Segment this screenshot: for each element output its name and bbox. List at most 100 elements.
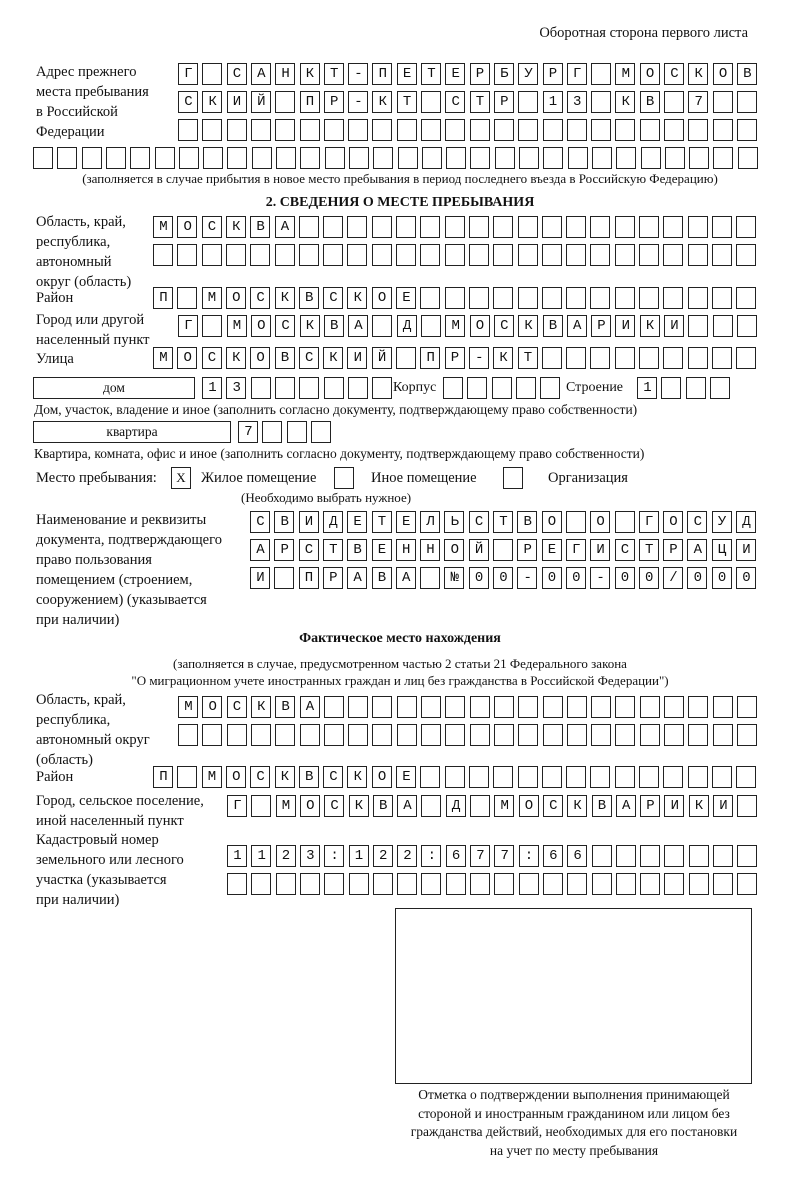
char-cell[interactable] <box>640 795 661 817</box>
char-cell[interactable] <box>591 91 612 113</box>
char-cell[interactable] <box>421 795 442 817</box>
char-cell[interactable] <box>566 216 587 238</box>
char-cell[interactable] <box>494 795 515 817</box>
char-cell[interactable] <box>493 724 514 746</box>
char-cell[interactable] <box>395 567 416 589</box>
char-cell[interactable] <box>250 347 271 369</box>
char-cell[interactable] <box>251 795 272 817</box>
char-cell[interactable] <box>420 347 441 369</box>
char-cell[interactable] <box>275 873 296 895</box>
char-cell[interactable] <box>323 119 344 141</box>
char-cell[interactable] <box>445 696 466 718</box>
char-cell[interactable] <box>566 724 587 746</box>
char-cell[interactable] <box>444 244 465 266</box>
char-cell[interactable] <box>226 377 247 399</box>
char-cell[interactable] <box>250 766 271 788</box>
char-cell[interactable] <box>130 147 151 169</box>
char-cell[interactable] <box>664 724 684 746</box>
char-cell[interactable] <box>591 63 612 85</box>
char-cell[interactable] <box>299 377 320 399</box>
char-cell[interactable] <box>347 244 368 266</box>
char-cell[interactable] <box>711 216 732 238</box>
char-cell[interactable] <box>421 147 442 169</box>
char-cell[interactable] <box>493 347 514 369</box>
char-cell[interactable] <box>57 147 78 169</box>
char-cell[interactable] <box>397 795 418 817</box>
char-cell[interactable] <box>420 539 441 561</box>
char-cell[interactable] <box>615 315 636 337</box>
char-cell[interactable] <box>567 795 588 817</box>
char-cell[interactable] <box>275 119 296 141</box>
char-cell[interactable] <box>493 511 513 533</box>
char-cell[interactable] <box>468 287 489 309</box>
char-cell[interactable] <box>310 421 331 443</box>
char-cell[interactable] <box>323 63 344 85</box>
char-cell[interactable] <box>372 119 393 141</box>
char-cell[interactable] <box>300 147 321 169</box>
char-cell[interactable] <box>712 91 733 113</box>
char-cell[interactable] <box>298 287 319 309</box>
char-cell[interactable] <box>445 119 466 141</box>
char-cell[interactable] <box>275 724 296 746</box>
char-cell[interactable] <box>711 287 732 309</box>
char-cell[interactable] <box>663 347 684 369</box>
char-cell[interactable] <box>274 539 295 561</box>
char-cell[interactable] <box>347 287 368 309</box>
char-cell[interactable] <box>542 63 563 85</box>
char-cell[interactable] <box>153 244 173 266</box>
char-cell[interactable] <box>663 766 684 788</box>
char-cell[interactable] <box>396 287 416 309</box>
char-cell[interactable] <box>469 119 490 141</box>
char-cell[interactable] <box>590 511 611 533</box>
char-cell[interactable] <box>322 539 343 561</box>
char-cell[interactable] <box>444 567 465 589</box>
char-cell[interactable] <box>688 795 709 817</box>
char-cell[interactable] <box>468 511 489 533</box>
char-cell[interactable] <box>515 377 536 399</box>
char-cell[interactable] <box>493 766 514 788</box>
char-cell[interactable] <box>590 539 611 561</box>
char-cell[interactable] <box>518 119 539 141</box>
char-cell[interactable] <box>226 119 247 141</box>
char-cell[interactable] <box>661 377 682 399</box>
char-cell[interactable] <box>591 724 612 746</box>
char-cell[interactable] <box>493 315 514 337</box>
char-cell[interactable] <box>493 244 514 266</box>
char-cell[interactable] <box>177 244 198 266</box>
char-cell[interactable] <box>614 244 635 266</box>
char-cell[interactable] <box>687 244 708 266</box>
char-cell[interactable] <box>663 511 684 533</box>
char-cell[interactable] <box>736 216 757 238</box>
char-cell[interactable] <box>518 724 539 746</box>
char-cell[interactable] <box>153 347 173 369</box>
char-cell[interactable] <box>712 696 733 718</box>
char-cell[interactable] <box>468 347 489 369</box>
char-cell[interactable] <box>202 91 223 113</box>
char-cell[interactable] <box>614 287 635 309</box>
char-cell[interactable] <box>736 539 756 561</box>
char-cell[interactable] <box>711 511 732 533</box>
char-cell[interactable] <box>275 795 296 817</box>
char-cell[interactable] <box>639 315 660 337</box>
char-cell[interactable] <box>444 539 465 561</box>
char-cell[interactable] <box>421 696 441 718</box>
char-cell[interactable] <box>687 216 708 238</box>
char-cell[interactable] <box>299 119 320 141</box>
char-cell[interactable] <box>443 377 463 399</box>
char-cell[interactable] <box>250 539 270 561</box>
char-cell[interactable] <box>225 347 246 369</box>
char-cell[interactable] <box>517 766 538 788</box>
char-cell[interactable] <box>201 287 222 309</box>
char-cell[interactable] <box>372 91 393 113</box>
char-cell[interactable] <box>396 244 416 266</box>
char-cell[interactable] <box>444 766 465 788</box>
char-cell[interactable] <box>298 347 319 369</box>
char-cell[interactable] <box>493 63 514 85</box>
char-cell[interactable] <box>444 511 465 533</box>
char-cell[interactable] <box>566 63 587 85</box>
char-cell[interactable] <box>298 216 319 238</box>
char-cell[interactable] <box>250 287 271 309</box>
char-cell[interactable] <box>687 287 708 309</box>
char-cell[interactable] <box>541 567 562 589</box>
char-cell[interactable] <box>421 91 441 113</box>
